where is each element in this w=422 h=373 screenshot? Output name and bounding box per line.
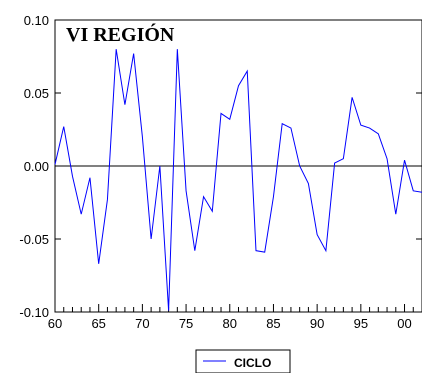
x-tick-label: 70 xyxy=(135,316,149,331)
x-tick-label: 85 xyxy=(266,316,280,331)
series-line-ciclo xyxy=(54,49,422,311)
legend: CICLO xyxy=(195,349,291,373)
x-tick-label: 65 xyxy=(91,316,105,331)
legend-label: CICLO xyxy=(234,356,271,370)
x-tick-label: 75 xyxy=(179,316,193,331)
y-axis-ticks: -0.10 -0.05 0.00 0.05 0.10 xyxy=(19,13,422,320)
x-tick-label: 95 xyxy=(354,316,368,331)
x-tick-label: 90 xyxy=(310,316,324,331)
y-tick-label: 0.05 xyxy=(24,86,49,101)
x-tick-label: 60 xyxy=(48,316,62,331)
legend-box xyxy=(195,349,291,373)
x-tick-label: 80 xyxy=(223,316,237,331)
y-tick-label: 0.00 xyxy=(24,159,49,174)
y-tick-label: -0.10 xyxy=(19,305,49,320)
x-axis-ticks: 60 65 70 75 80 85 90 95 00 xyxy=(48,304,422,331)
chart-title: VI REGIÓN xyxy=(66,22,175,46)
y-tick-label: -0.05 xyxy=(19,232,49,247)
x-tick-label: 00 xyxy=(397,316,411,331)
y-tick-label: 0.10 xyxy=(24,13,49,28)
